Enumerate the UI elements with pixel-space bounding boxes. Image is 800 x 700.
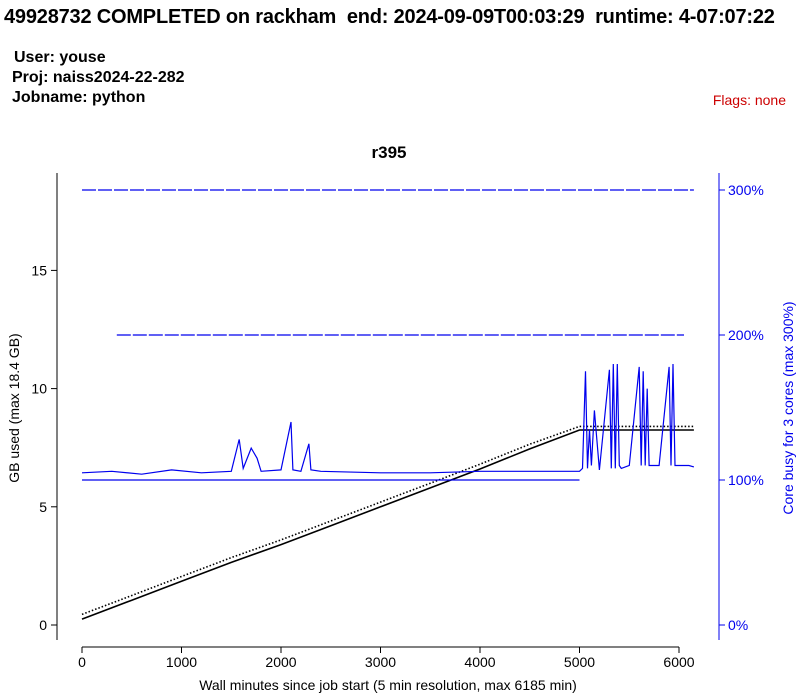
plot-title: r395	[372, 143, 407, 162]
project-label: Proj: naiss2024-22-282	[12, 69, 185, 86]
y-left-tick-label: 5	[39, 499, 47, 515]
x-tick-label: 5000	[564, 654, 595, 670]
x-tick-label: 2000	[265, 654, 296, 670]
flags-label: Flags: none	[712, 92, 786, 108]
y-right-tick-label: 200%	[728, 327, 764, 343]
cpu-series-5	[81, 363, 695, 475]
chart-axes: 0 1000 2000 3000 4000 5000 6000 0 5 10 15 0% 100% 200…	[31, 173, 764, 670]
y-left-tick-label: 10	[31, 381, 47, 397]
memory-series-0	[81, 429, 694, 620]
x-tick-label: 6000	[663, 654, 694, 670]
x-tick-label: 3000	[365, 654, 396, 670]
x-tick-label: 0	[78, 654, 86, 670]
y-right-tick-label: 100%	[728, 472, 764, 488]
x-tick-label: 1000	[166, 654, 197, 670]
y-left-tick-label: 0	[39, 617, 47, 633]
memory-series-1	[81, 425, 694, 616]
y-left-axis-title: GB used (max 18.4 GB)	[6, 333, 22, 482]
y-right-axis-title: Core busy for 3 cores (max 300%)	[780, 301, 796, 514]
jobname-label: Jobname: python	[12, 89, 146, 106]
x-tick-label: 4000	[464, 654, 495, 670]
x-axis-title: Wall minutes since job start (5 min reso…	[199, 677, 577, 693]
y-right-tick-label: 300%	[728, 182, 764, 198]
chart-series	[81, 189, 695, 620]
job-title: 49928732 COMPLETED on rackham end: 2024-…	[4, 6, 775, 28]
y-left-tick-label: 15	[31, 262, 47, 278]
y-right-tick-label: 0%	[728, 617, 748, 633]
user-label: User: youse	[14, 49, 106, 66]
